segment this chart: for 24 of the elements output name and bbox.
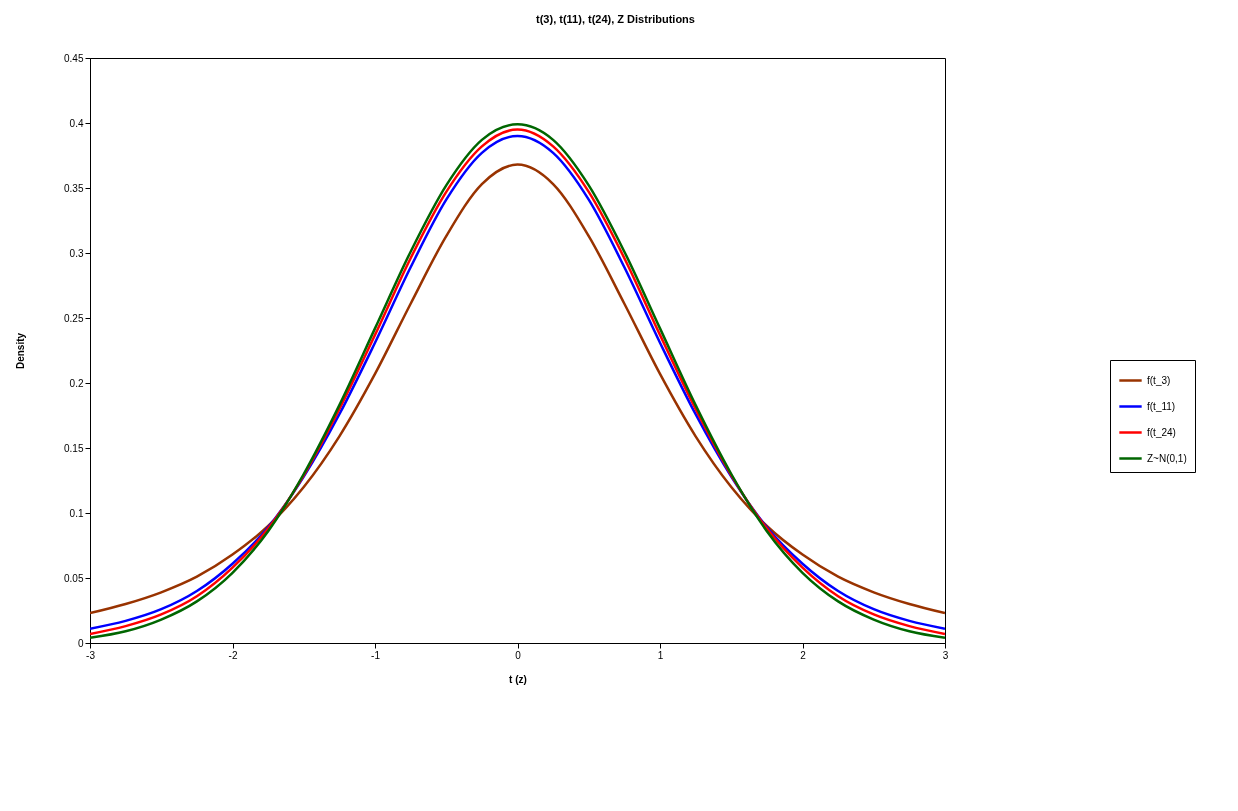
y-tick-label: 0.45: [64, 52, 84, 64]
y-tick-label: 0.2: [69, 377, 84, 389]
y-tick-label: 0.15: [64, 442, 84, 454]
y-tick-label: 0: [77, 637, 84, 649]
y-tick-label: 0.25: [64, 312, 84, 324]
y-tick-label: 0.3: [69, 247, 84, 259]
y-tick-label: 0.35: [64, 182, 84, 194]
chart-title: t(3), t(11), t(24), Z Distributions: [536, 13, 695, 25]
legend-label: f(t_24): [1147, 426, 1176, 438]
x-tick-label: 0: [515, 649, 522, 661]
x-tick-label: -1: [371, 649, 381, 661]
y-tick-label: 0.05: [64, 572, 84, 584]
x-tick-label: -3: [86, 649, 96, 661]
x-tick-label: 3: [942, 649, 949, 661]
x-tick-label: -2: [228, 649, 238, 661]
y-tick-label: 0.4: [69, 117, 84, 129]
legend-label: f(t_11): [1147, 400, 1176, 412]
x-tick-label: 1: [657, 649, 664, 661]
x-axis-title: t (z): [509, 673, 527, 685]
y-axis-title: Density: [15, 332, 27, 370]
y-tick-label: 0.1: [69, 507, 84, 519]
legend-label: f(t_3): [1147, 374, 1171, 386]
x-tick-label: 2: [800, 649, 807, 661]
legend-label: Z~N(0,1): [1147, 452, 1187, 464]
